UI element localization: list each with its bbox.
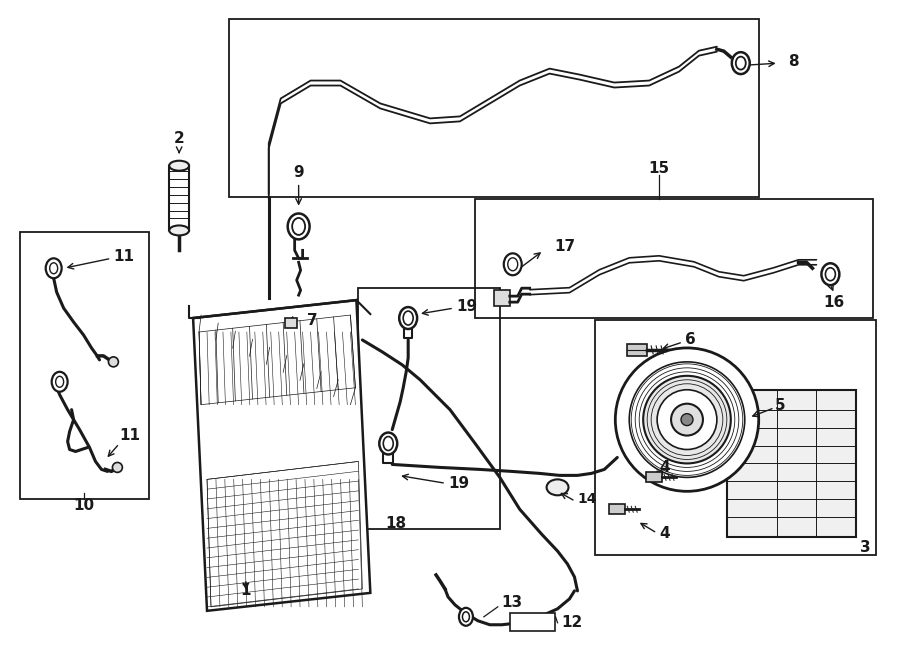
- Ellipse shape: [383, 436, 393, 451]
- Circle shape: [616, 348, 759, 491]
- Text: 7: 7: [307, 313, 317, 328]
- Text: 9: 9: [293, 165, 304, 180]
- Text: 14: 14: [578, 492, 597, 506]
- Ellipse shape: [463, 612, 470, 622]
- Text: 11: 11: [120, 428, 140, 443]
- Bar: [358, 288, 500, 529]
- Ellipse shape: [403, 311, 413, 325]
- Ellipse shape: [51, 372, 68, 392]
- Text: 11: 11: [113, 249, 134, 264]
- Circle shape: [629, 362, 745, 477]
- Ellipse shape: [169, 161, 189, 171]
- Text: 19: 19: [456, 299, 477, 313]
- Text: 4: 4: [659, 525, 670, 541]
- Ellipse shape: [292, 218, 305, 235]
- Bar: [627, 344, 647, 356]
- Circle shape: [681, 414, 693, 426]
- Text: 6: 6: [685, 332, 696, 348]
- Text: 17: 17: [554, 239, 576, 254]
- Text: 10: 10: [73, 498, 94, 513]
- Bar: [509, 613, 554, 631]
- Circle shape: [112, 463, 122, 473]
- Ellipse shape: [46, 258, 61, 278]
- Ellipse shape: [459, 608, 472, 626]
- Text: 19: 19: [448, 476, 469, 491]
- Polygon shape: [207, 461, 363, 607]
- Circle shape: [108, 357, 119, 367]
- Ellipse shape: [169, 225, 189, 235]
- Ellipse shape: [504, 253, 522, 275]
- Ellipse shape: [508, 258, 518, 271]
- Bar: [727, 390, 856, 537]
- Ellipse shape: [822, 263, 840, 285]
- Ellipse shape: [50, 263, 58, 274]
- Ellipse shape: [736, 57, 746, 69]
- Circle shape: [657, 390, 717, 449]
- Bar: [646, 473, 662, 483]
- Bar: [596, 320, 877, 555]
- Circle shape: [671, 404, 703, 436]
- Ellipse shape: [732, 52, 750, 74]
- Text: 15: 15: [649, 161, 670, 176]
- Text: 3: 3: [860, 539, 871, 555]
- Text: 4: 4: [659, 460, 670, 475]
- Bar: [284, 318, 297, 328]
- Bar: [20, 233, 149, 499]
- Bar: [494, 290, 509, 306]
- Text: 2: 2: [174, 132, 184, 146]
- Text: 13: 13: [502, 596, 523, 610]
- Bar: [229, 19, 759, 196]
- Polygon shape: [199, 315, 356, 405]
- Circle shape: [644, 376, 731, 463]
- Text: 18: 18: [386, 516, 407, 531]
- Text: 12: 12: [562, 615, 583, 631]
- Ellipse shape: [400, 307, 417, 329]
- Bar: [475, 198, 873, 318]
- Ellipse shape: [288, 214, 310, 239]
- Ellipse shape: [56, 376, 64, 387]
- Bar: [609, 504, 626, 514]
- Text: 8: 8: [788, 54, 799, 69]
- Ellipse shape: [546, 479, 569, 495]
- Ellipse shape: [379, 432, 397, 455]
- Ellipse shape: [825, 268, 835, 281]
- Text: 16: 16: [824, 295, 845, 309]
- Circle shape: [731, 400, 747, 416]
- Text: 1: 1: [240, 584, 251, 598]
- Polygon shape: [194, 300, 370, 611]
- Text: 5: 5: [775, 398, 786, 413]
